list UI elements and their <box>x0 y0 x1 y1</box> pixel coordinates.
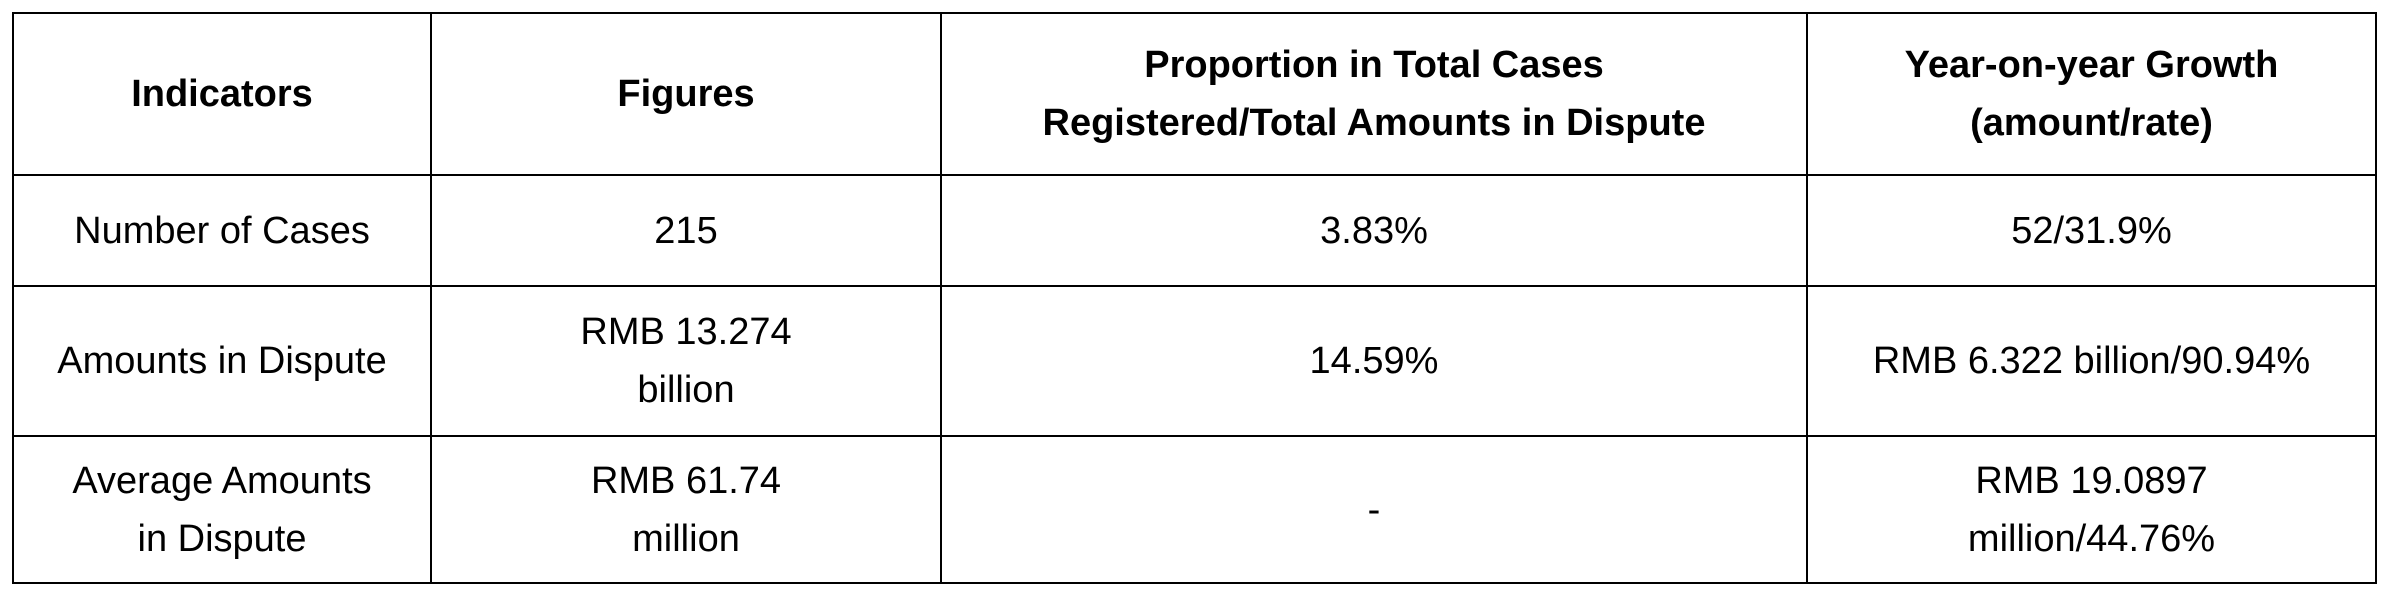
table-cell: Average Amounts in Dispute <box>12 435 432 584</box>
cell-line: Amounts in Dispute <box>57 340 387 382</box>
cell-line: Figures <box>617 73 755 115</box>
cell-line: in Dispute <box>137 517 307 560</box>
cell-line: billion <box>637 369 735 411</box>
cell-line: - <box>1367 488 1381 531</box>
cell-line: Registered/Total Amounts in Dispute <box>1042 102 1706 144</box>
cell-line: 52/31.9% <box>2011 209 2172 252</box>
table-cell: 14.59% <box>940 285 1808 437</box>
cell-line: Indicators <box>131 73 313 115</box>
table-cell: RMB 19.0897 million/44.76% <box>1806 435 2377 584</box>
cell-line: RMB 6.322 billion/90.94% <box>1872 340 2311 382</box>
cell-line: million <box>632 517 740 560</box>
cell-line: 215 <box>654 209 718 252</box>
cell-line: RMB 19.0897 <box>1975 459 2208 502</box>
cell-line: Proportion in Total Cases <box>1144 44 1604 86</box>
table-body: Number of Cases 215 3.83% 52/31.9% Amounts i… <box>12 174 2377 584</box>
cell-line: Number of Cases <box>74 209 370 252</box>
cell-line: RMB 13.274 <box>580 311 792 353</box>
table-cell: Number of Cases <box>12 174 432 287</box>
table-row: Amounts in Dispute RMB 13.274 billion 14.59… <box>12 285 2377 437</box>
header-cell: Indicators <box>12 12 432 176</box>
header-cell: Year-on-year Growth (amount/rate) <box>1806 12 2377 176</box>
cell-line: (amount/rate) <box>1970 102 2213 144</box>
table-cell: 215 <box>430 174 942 287</box>
table-cell: 3.83% <box>940 174 1808 287</box>
data-table: Indicators Figures Proportion in Total Cas… <box>12 12 2377 584</box>
cell-line: 3.83% <box>1320 209 1428 252</box>
header-cell: Proportion in Total Cases Registered/Tota… <box>940 12 1808 176</box>
table-cell: RMB 13.274 billion <box>430 285 942 437</box>
cell-line: 14.59% <box>1309 340 1439 382</box>
table-cell: RMB 61.74 million <box>430 435 942 584</box>
header-cell: Figures <box>430 12 942 176</box>
cell-line: million/44.76% <box>1967 517 2216 560</box>
table-cell: RMB 6.322 billion/90.94% <box>1806 285 2377 437</box>
table-row: Average Amounts in Dispute RMB 61.74 millio… <box>12 435 2377 584</box>
cell-line: RMB 61.74 <box>590 459 782 502</box>
cell-line: Year-on-year Growth <box>1904 44 2279 86</box>
cell-line: Average Amounts <box>72 459 372 502</box>
table-cell: - <box>940 435 1808 584</box>
table-cell: 52/31.9% <box>1806 174 2377 287</box>
table-row: Number of Cases 215 3.83% 52/31.9% <box>12 174 2377 287</box>
table-cell: Amounts in Dispute <box>12 285 432 437</box>
header-row: Indicators Figures Proportion in Total Cas… <box>12 12 2377 176</box>
